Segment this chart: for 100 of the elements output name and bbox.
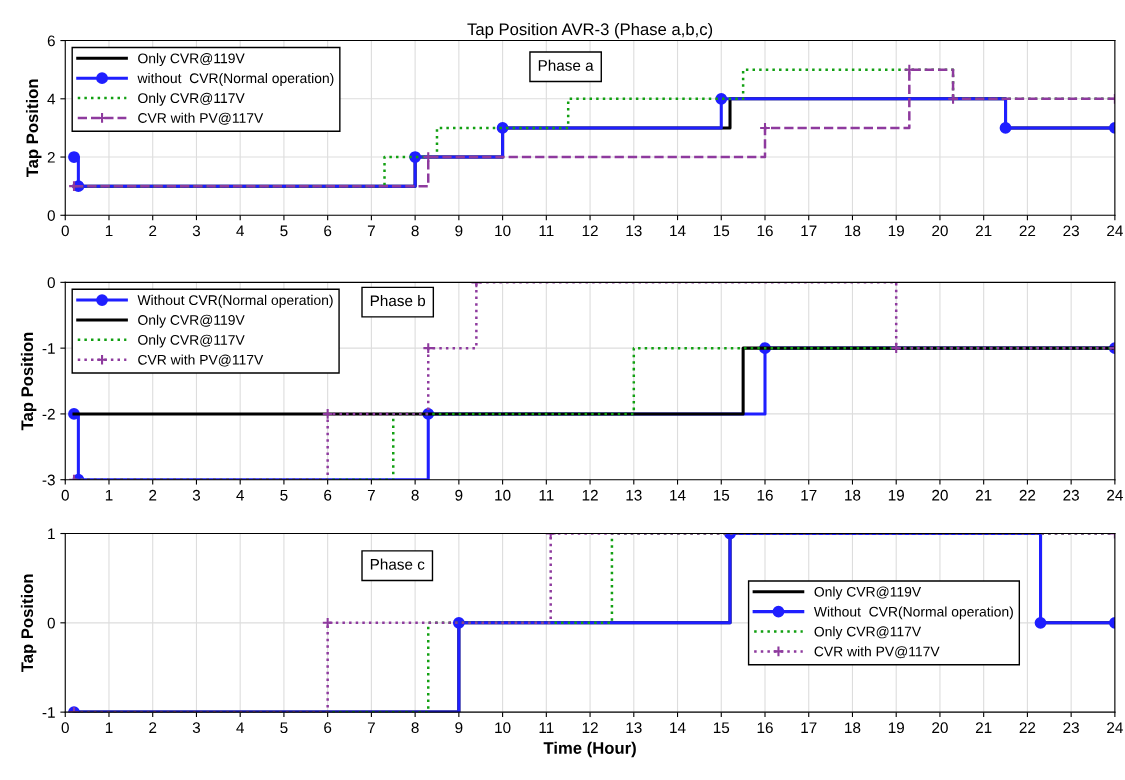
y-tick-label: 1 xyxy=(48,528,55,540)
x-tick-label: 13 xyxy=(626,225,642,237)
x-tick-label: 17 xyxy=(801,225,817,237)
x-tick-label: 5 xyxy=(280,489,288,501)
x-tick-label: 2 xyxy=(149,722,157,733)
legend-label: CVR with PV@117V xyxy=(814,646,940,659)
y-axis-title: Tap Position xyxy=(25,79,42,178)
x-tick-label: 18 xyxy=(845,225,861,237)
x-tick-label: 11 xyxy=(539,722,554,733)
x-tick-label: 1 xyxy=(105,722,113,733)
y-axis-title: Tap Position xyxy=(20,332,37,431)
x-tick-label: 0 xyxy=(61,722,69,734)
legend-label: Only CVR@117V xyxy=(814,626,922,640)
annotation: Phase b xyxy=(370,294,426,307)
y-tick-label: 6 xyxy=(47,35,55,47)
x-tick-label: 4 xyxy=(236,225,244,237)
x-tick-label: 16 xyxy=(757,489,773,501)
x-tick-label: 17 xyxy=(801,489,817,501)
x-tick-label: 6 xyxy=(324,722,332,734)
y-tick-label: -3 xyxy=(42,474,55,486)
point xyxy=(1034,616,1047,629)
legend-label: without CVR(Normal operation) xyxy=(137,72,334,86)
legend-label: Without CVR(Normal operation) xyxy=(137,294,333,308)
annotation: Phase a xyxy=(538,59,594,71)
x-tick-label: 14 xyxy=(670,722,686,733)
legend-label: Only CVR@117V xyxy=(138,334,245,348)
y-tick-label: 0 xyxy=(47,277,55,289)
y-axis-title: Tap Position xyxy=(20,574,37,673)
x-tick-label: 14 xyxy=(670,489,686,501)
legend-label: Only CVR@119V xyxy=(814,586,922,600)
x-tick-label: 23 xyxy=(1063,489,1079,501)
x-tick-label: 20 xyxy=(932,225,948,237)
legend-label: Only CVR@119V xyxy=(138,53,245,67)
x-axis-title: Time (Hour) xyxy=(543,741,636,758)
point xyxy=(321,408,334,420)
x-tick-label: 12 xyxy=(582,489,598,501)
x-tick-label: 6 xyxy=(324,489,332,501)
x-tick-label: 22 xyxy=(1019,225,1036,237)
x-tick-label: 4 xyxy=(236,489,244,501)
x-tick-label: 21 xyxy=(975,722,992,733)
x-tick-label: 13 xyxy=(626,489,642,501)
x-tick-label: 5 xyxy=(280,225,288,237)
x-tick-label: 20 xyxy=(932,489,948,501)
y-tick-label: -2 xyxy=(42,408,55,420)
x-tick-label: 23 xyxy=(1063,225,1079,237)
x-tick-label: 11 xyxy=(539,225,554,237)
point xyxy=(68,151,80,163)
y-tick-label: 0 xyxy=(47,210,55,221)
x-tick-label: 0 xyxy=(61,225,69,237)
y-tick-label: 0 xyxy=(47,617,55,629)
x-tick-label: 7 xyxy=(367,722,375,733)
x-tick-label: 2 xyxy=(149,489,157,501)
x-tick-label: 8 xyxy=(411,225,419,237)
x-tick-label: 2 xyxy=(149,225,157,237)
x-tick-label: 12 xyxy=(582,722,598,733)
point xyxy=(999,122,1012,134)
x-tick-label: 3 xyxy=(192,722,201,734)
x-tick-label: 5 xyxy=(280,722,288,734)
x-tick-label: 20 xyxy=(932,722,948,734)
x-tick-label: 3 xyxy=(192,225,201,237)
x-tick-label: 1 xyxy=(105,489,113,501)
point xyxy=(409,151,422,163)
x-tick-label: 23 xyxy=(1063,722,1079,734)
x-tick-label: 9 xyxy=(455,489,463,501)
x-tick-label: 15 xyxy=(713,225,730,237)
x-tick-label: 18 xyxy=(845,489,861,501)
x-tick-label: 9 xyxy=(455,225,463,237)
legend-label: Without CVR(Normal operation) xyxy=(813,606,1013,620)
y-tick-label: -1 xyxy=(42,707,55,718)
y-tick-label: 2 xyxy=(47,151,55,163)
x-tick-label: 0 xyxy=(61,489,69,501)
chart-title: Tap Position AVR-3 (Phase a,b,c) xyxy=(467,22,713,39)
x-tick-label: 7 xyxy=(367,489,375,501)
legend-label: CVR with PV@117V xyxy=(138,354,264,367)
x-tick-label: 13 xyxy=(626,722,642,734)
x-tick-label: 15 xyxy=(713,722,730,734)
x-tick-label: 19 xyxy=(888,225,904,237)
x-tick-label: 16 xyxy=(757,722,773,734)
x-tick-label: 24 xyxy=(1107,722,1123,733)
x-tick-label: 8 xyxy=(411,489,419,501)
point xyxy=(496,122,509,134)
x-tick-label: 22 xyxy=(1019,489,1036,501)
legend-label: CVR with PV@117V xyxy=(138,112,264,125)
x-tick-label: 17 xyxy=(801,722,817,733)
x-tick-label: 1 xyxy=(105,225,113,237)
legend-label: Only CVR@119V xyxy=(138,314,245,328)
legend-label: Only CVR@117V xyxy=(138,92,245,106)
x-tick-label: 21 xyxy=(975,489,992,501)
x-tick-label: 19 xyxy=(888,722,904,734)
x-tick-label: 24 xyxy=(1107,489,1123,501)
x-tick-label: 3 xyxy=(192,489,201,501)
x-tick-label: 8 xyxy=(411,722,419,734)
x-tick-label: 11 xyxy=(539,489,554,501)
x-tick-label: 18 xyxy=(845,722,861,734)
x-tick-label: 4 xyxy=(236,722,244,733)
x-tick-label: 21 xyxy=(975,225,992,237)
x-tick-label: 16 xyxy=(757,225,773,237)
x-tick-label: 9 xyxy=(455,722,463,734)
x-tick-label: 12 xyxy=(582,225,598,237)
x-tick-label: 15 xyxy=(713,489,730,501)
